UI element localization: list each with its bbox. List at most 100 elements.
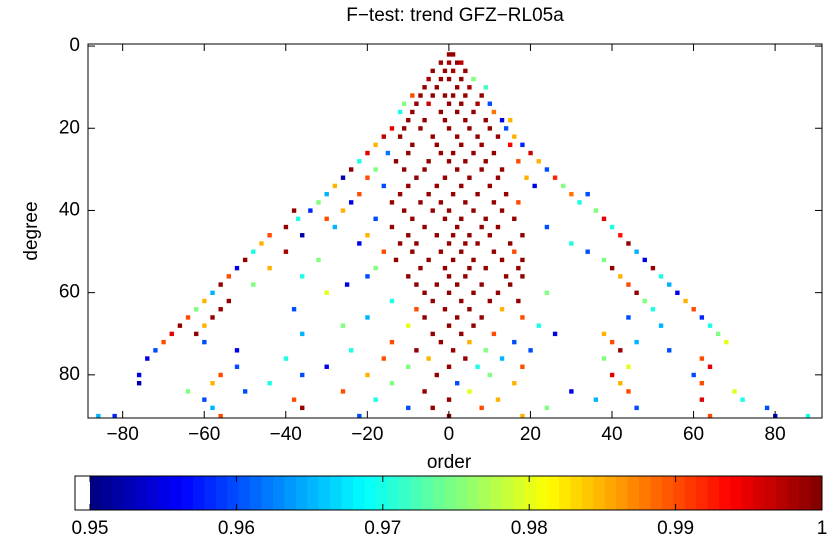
cell <box>520 274 525 279</box>
cell <box>283 356 289 361</box>
cell <box>593 208 599 213</box>
colorbar-tick-label: 0.95 <box>72 518 109 539</box>
cell <box>316 200 321 205</box>
cell <box>414 101 419 106</box>
cell <box>365 274 370 279</box>
cell <box>512 339 517 345</box>
colorbar-swatch <box>570 476 583 510</box>
cell <box>467 126 472 131</box>
cell <box>446 274 452 279</box>
cell <box>422 224 427 230</box>
colorbar-swatch <box>684 476 697 510</box>
y-tick-label: 20 <box>59 117 80 138</box>
cell <box>324 290 329 296</box>
cell <box>544 290 550 296</box>
cell <box>455 381 460 386</box>
cell <box>426 257 431 263</box>
cell <box>626 364 631 369</box>
cell <box>463 356 468 361</box>
cell <box>495 134 501 139</box>
cell <box>393 257 399 263</box>
colorbar-swatch <box>147 476 160 510</box>
colorbar-swatch <box>719 476 731 510</box>
cell <box>442 175 448 180</box>
cell <box>406 323 411 328</box>
cell <box>463 274 468 279</box>
cell <box>442 265 448 271</box>
cell <box>446 241 452 246</box>
cell <box>475 364 480 369</box>
cell <box>667 282 672 287</box>
cell <box>365 372 370 378</box>
colorbar-swatch <box>375 476 388 510</box>
cell <box>418 200 423 205</box>
cell <box>442 68 448 74</box>
cell <box>499 208 505 213</box>
colorbar-swatch <box>673 476 686 510</box>
cell <box>438 76 444 82</box>
cell <box>438 249 444 254</box>
colorbar-swatch <box>295 476 308 510</box>
colorbar-swatch <box>764 476 777 510</box>
cell <box>512 381 517 386</box>
cell <box>401 208 407 213</box>
cell <box>434 372 439 378</box>
cell <box>373 397 378 402</box>
colorbar-swatch <box>192 476 205 510</box>
cell <box>316 257 321 263</box>
cell <box>365 150 370 156</box>
cell <box>450 257 456 263</box>
cell <box>450 348 456 353</box>
cell <box>426 76 431 82</box>
cell <box>414 282 419 287</box>
cell <box>426 101 431 106</box>
cell <box>569 389 574 394</box>
cell <box>251 282 256 287</box>
cell <box>601 331 607 337</box>
cell <box>626 389 631 394</box>
cell <box>459 142 464 148</box>
cell <box>459 249 464 254</box>
cell <box>520 364 525 369</box>
cell <box>426 191 431 197</box>
cell <box>340 323 346 328</box>
cell <box>442 93 448 98</box>
cell <box>499 257 505 263</box>
cell <box>479 167 484 172</box>
cell <box>499 307 505 312</box>
cell <box>491 200 497 205</box>
cell <box>512 216 517 222</box>
colorbar-swatch <box>604 476 617 510</box>
cell <box>487 372 492 378</box>
cell <box>483 348 488 353</box>
cell <box>401 126 407 131</box>
cell <box>585 249 590 254</box>
cell <box>438 339 444 345</box>
cell <box>373 265 378 271</box>
cell <box>422 290 427 296</box>
cell <box>300 372 305 378</box>
cell <box>491 109 497 115</box>
cell <box>202 339 207 345</box>
cell <box>577 200 582 205</box>
cell <box>532 183 537 189</box>
cell <box>463 159 468 164</box>
cell <box>300 331 305 337</box>
cell <box>467 233 472 238</box>
cell <box>202 323 207 328</box>
cell <box>561 183 566 189</box>
cell <box>536 159 541 164</box>
colorbar-swatch <box>433 476 446 510</box>
x-tick-label: −40 <box>270 424 302 445</box>
cell <box>634 339 639 345</box>
cell <box>626 241 631 246</box>
colorbar-swatch <box>650 476 663 510</box>
x-tick-label: 0 <box>444 424 455 445</box>
cell <box>295 216 301 222</box>
colorbar-swatch <box>707 476 720 510</box>
cell <box>267 265 272 271</box>
cell <box>520 142 525 148</box>
cell <box>459 216 464 222</box>
cell <box>434 142 439 148</box>
colorbar-swatch <box>593 476 606 510</box>
